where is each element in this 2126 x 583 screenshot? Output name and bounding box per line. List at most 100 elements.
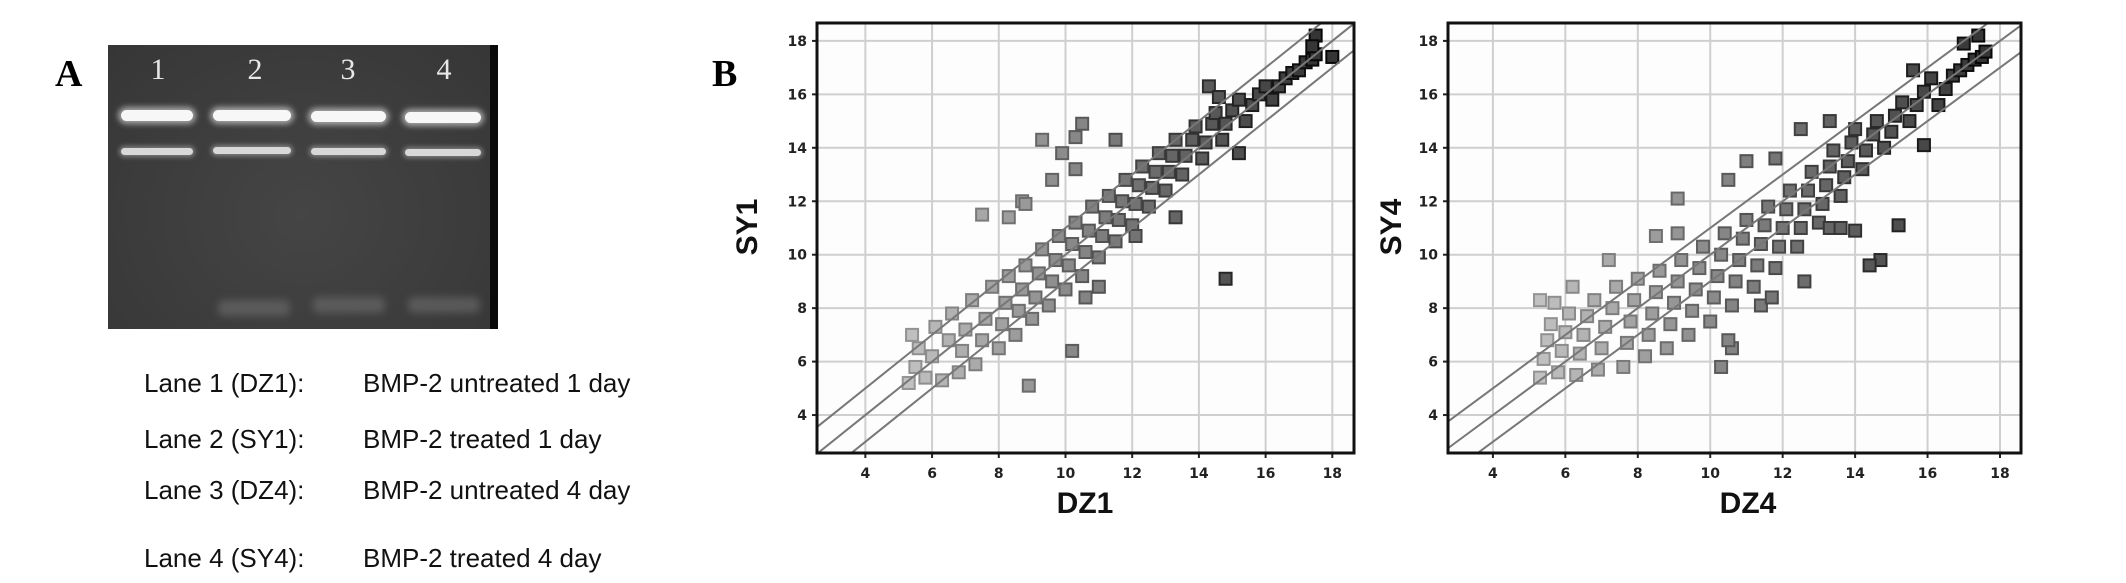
y-tick-label: 4 — [1428, 408, 1438, 424]
data-point — [1218, 271, 1233, 286]
lane-number-1: 1 — [150, 53, 166, 86]
band-small-lane-4 — [408, 297, 480, 313]
data-point — [1869, 114, 1884, 129]
legend-desc: BMP-2 untreated 1 day — [363, 368, 631, 398]
data-point — [1884, 124, 1899, 139]
data-point — [1101, 188, 1116, 203]
data-point — [1305, 39, 1320, 54]
data-point — [1532, 370, 1547, 385]
data-point — [1721, 333, 1736, 348]
x-tick-label: 12 — [1122, 466, 1141, 482]
data-point — [1750, 258, 1765, 273]
data-point — [1735, 231, 1750, 246]
panel-b-label: B — [712, 53, 738, 95]
band-18s-lane-3 — [311, 148, 386, 155]
data-point — [905, 327, 920, 342]
x-tick-label: 16 — [1256, 466, 1275, 482]
legend-lane: Lane 1 (DZ1): — [144, 368, 305, 398]
data-point — [1075, 116, 1090, 131]
x-tick-label: 4 — [860, 466, 870, 482]
lane-number-2: 2 — [247, 53, 263, 86]
data-point — [1594, 341, 1609, 356]
x-tick-label: 8 — [994, 466, 1004, 482]
data-point — [1797, 274, 1812, 289]
data-point — [1793, 122, 1808, 137]
data-point — [1532, 293, 1547, 308]
band-28s-lane-1 — [121, 110, 193, 121]
data-point — [1728, 274, 1743, 289]
y-tick-label: 14 — [788, 141, 808, 157]
data-point — [1008, 327, 1023, 342]
data-point — [1258, 79, 1273, 94]
x-tick-label: 18 — [1990, 466, 2009, 482]
data-point — [1623, 314, 1638, 329]
data-point — [1663, 317, 1678, 332]
data-point — [1145, 180, 1160, 195]
data-point — [975, 207, 990, 222]
data-point — [1641, 327, 1656, 342]
data-point — [1580, 309, 1595, 324]
data-point — [1031, 266, 1046, 281]
data-point — [1801, 183, 1816, 198]
data-point — [1757, 218, 1772, 233]
band-small-lane-2 — [218, 300, 290, 316]
data-point — [1681, 327, 1696, 342]
data-point — [1848, 223, 1863, 238]
data-point — [1648, 285, 1663, 300]
data-point — [1793, 220, 1808, 235]
data-point — [1833, 188, 1848, 203]
x-tick-label: 14 — [1845, 466, 1865, 482]
data-point — [1739, 212, 1754, 227]
y-tick-label: 18 — [1419, 34, 1438, 50]
data-point — [1746, 279, 1761, 294]
data-point — [1536, 351, 1551, 366]
y-tick-label: 8 — [1428, 301, 1438, 317]
y-tick-label: 12 — [788, 194, 807, 210]
data-point — [1068, 215, 1083, 230]
reference-line — [1448, 24, 2021, 450]
data-point — [1131, 178, 1146, 193]
x-tick-label: 6 — [927, 466, 937, 482]
data-point — [1670, 274, 1685, 289]
data-point — [1844, 135, 1859, 150]
data-point — [1211, 90, 1226, 105]
data-point — [1916, 138, 1931, 153]
data-point — [911, 341, 926, 356]
data-point — [1168, 210, 1183, 225]
lane-number-3: 3 — [340, 53, 356, 86]
data-point — [1862, 258, 1877, 273]
y-tick-label: 8 — [797, 301, 807, 317]
x-axis-title-1: DZ1 — [1056, 487, 1114, 520]
band-28s-lane-3 — [311, 111, 386, 122]
data-point — [1011, 303, 1026, 318]
data-point — [1833, 220, 1848, 235]
x-tick-label: 10 — [1700, 466, 1720, 482]
data-point — [1055, 146, 1070, 161]
plot-frame — [815, 21, 1356, 455]
data-point — [1148, 164, 1163, 179]
data-point — [1558, 325, 1573, 340]
data-point — [1706, 290, 1721, 305]
x-tick-label: 6 — [1560, 466, 1570, 482]
y-axis-title-1: SY1 — [731, 198, 764, 256]
panel-a-label: A — [55, 53, 83, 95]
data-point — [1906, 63, 1921, 78]
y-tick-label: 14 — [1419, 141, 1439, 157]
data-point — [1141, 199, 1156, 214]
data-point — [1572, 346, 1587, 361]
data-point — [1674, 253, 1689, 268]
y-tick-label: 6 — [1428, 355, 1438, 371]
legend-lane: Lane 3 (DZ4): — [144, 475, 305, 505]
x-tick-label: 16 — [1918, 466, 1937, 482]
x-tick-label: 18 — [1323, 466, 1342, 482]
data-point — [1218, 116, 1233, 131]
data-point — [1616, 359, 1631, 374]
data-point — [1058, 282, 1073, 297]
data-point — [1695, 239, 1710, 254]
data-point — [1201, 79, 1216, 94]
reference-line — [1448, 23, 1990, 423]
data-point — [1158, 183, 1173, 198]
reference-line — [1476, 50, 2021, 453]
data-point — [1895, 95, 1910, 110]
